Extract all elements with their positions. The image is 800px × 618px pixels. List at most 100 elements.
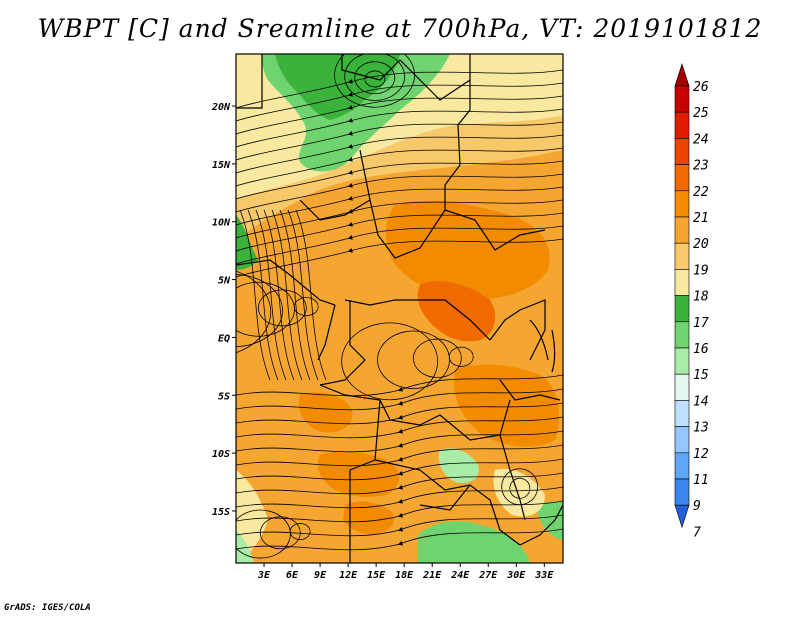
colorbar-label: 16 — [693, 342, 709, 357]
lat-tick-label: 5N — [218, 276, 231, 287]
streamline — [236, 160, 563, 200]
streamline — [236, 528, 563, 551]
colorbar-label: 13 — [693, 421, 709, 436]
streamline — [236, 402, 563, 425]
lon-tick-label: 24E — [450, 570, 470, 581]
streamline — [236, 416, 563, 439]
streamline — [236, 134, 563, 174]
lon-tick-label: 30E — [506, 570, 526, 581]
wbpt-patch-22-south2 — [343, 501, 395, 535]
lon-tick-label: 15E — [367, 570, 386, 581]
streamline — [279, 209, 311, 381]
border-tanzania — [499, 379, 561, 401]
colorbar-segment — [674, 269, 690, 296]
streamline — [239, 209, 271, 381]
streamline — [263, 209, 295, 381]
colorbar-segment — [674, 452, 690, 480]
streamline — [236, 486, 563, 509]
colorbar-label: 23 — [693, 159, 709, 174]
streamline — [257, 289, 307, 327]
lat-tick-label: EQ — [218, 333, 230, 344]
streamline — [236, 69, 563, 109]
colorbar-segment — [674, 478, 690, 506]
colorbar-segment — [674, 138, 690, 165]
streamline — [247, 209, 279, 381]
streamline — [236, 147, 563, 187]
latitude-axis: 20N 15N 10N 5N EQ 5S 10S 15S — [211, 102, 236, 518]
streamline — [236, 225, 563, 265]
credit-label: GrADS: IGES/COLA — [4, 603, 91, 613]
colorbar-segment — [674, 321, 690, 349]
colorbar-label: 17 — [693, 316, 709, 331]
wbpt-patch-22-south1 — [317, 451, 400, 497]
streamline — [344, 54, 406, 101]
colorbar-label: 24 — [693, 132, 709, 147]
wbpt-green-west — [236, 215, 258, 270]
colorbar: 26 25 24 23 22 21 20 19 18 17 16 15 14 13 12 11 9 7 — [674, 63, 709, 540]
streamline — [236, 212, 563, 252]
streamline — [236, 121, 563, 161]
streamline — [334, 54, 415, 108]
colorbar-segment — [674, 216, 690, 244]
colorbar-label: 18 — [693, 290, 709, 305]
map-frame — [235, 53, 564, 564]
colorbar-segment — [674, 400, 690, 427]
streamline — [236, 458, 563, 481]
colorbar-label: 26 — [693, 80, 709, 95]
border-angola — [349, 399, 381, 563]
colorbar-label: 22 — [693, 185, 709, 200]
colorbar-segment — [674, 190, 690, 218]
streamline — [236, 514, 563, 537]
lon-tick-label: 18E — [395, 570, 414, 581]
streamline — [255, 209, 287, 381]
streamline — [501, 468, 539, 506]
lat-tick-label: 15S — [212, 507, 230, 518]
border-great-lakes — [489, 299, 546, 361]
border-zimbabwe — [419, 484, 471, 511]
colorbar-label: 25 — [693, 106, 709, 121]
lon-tick-label: 33E — [534, 570, 554, 581]
streamline — [364, 70, 386, 88]
streamline — [287, 209, 319, 381]
border-malawi — [499, 434, 526, 521]
colorbar-segment — [674, 111, 690, 139]
wbpt-patch-22-east — [454, 364, 560, 447]
chart-title: WBPT [C] and Sreamline at 700hPa, VT: 20… — [37, 14, 763, 43]
lon-tick-label: 3E — [257, 570, 271, 581]
border-congo — [319, 300, 366, 386]
border-nw — [236, 54, 263, 109]
longitude-axis: 3E 6E 9E 12E 15E 18E 21E 24E 27E 30E 33E — [257, 563, 554, 581]
streamline — [354, 61, 396, 95]
colorbar-top-arrow — [674, 63, 690, 87]
streamline — [236, 500, 563, 523]
colorbar-segment — [674, 164, 690, 192]
wbpt-field — [236, 54, 563, 563]
lat-tick-label: 10S — [212, 449, 230, 460]
wbpt-green-sw — [236, 530, 254, 563]
streamline — [236, 199, 563, 239]
lat-tick-label: 10N — [212, 218, 231, 229]
border-gabon — [317, 304, 336, 361]
colorbar-label: 11 — [693, 473, 709, 488]
border-mozambique — [519, 504, 563, 546]
lon-tick-label: 6E — [286, 570, 299, 581]
streamline — [236, 95, 563, 135]
colorbar-segment — [674, 85, 690, 113]
lat-tick-label: 15N — [212, 160, 231, 171]
lon-tick-label: 9E — [314, 570, 327, 581]
colorbar-segment — [674, 295, 690, 323]
colorbar-label: 14 — [693, 394, 709, 409]
lon-tick-label: 12E — [339, 570, 358, 581]
colorbar-segment — [674, 242, 690, 270]
border-nigeria — [299, 199, 371, 221]
colorbar-segment — [674, 373, 690, 401]
colorbar-label: 20 — [693, 237, 709, 252]
streamline — [236, 509, 291, 559]
streamline — [236, 444, 563, 467]
lat-tick-label: 5S — [218, 391, 230, 402]
country-borders — [236, 54, 563, 563]
streamline — [236, 472, 563, 495]
colorbar-label: 15 — [693, 368, 709, 383]
streamline — [259, 516, 301, 550]
streamline — [509, 477, 531, 499]
